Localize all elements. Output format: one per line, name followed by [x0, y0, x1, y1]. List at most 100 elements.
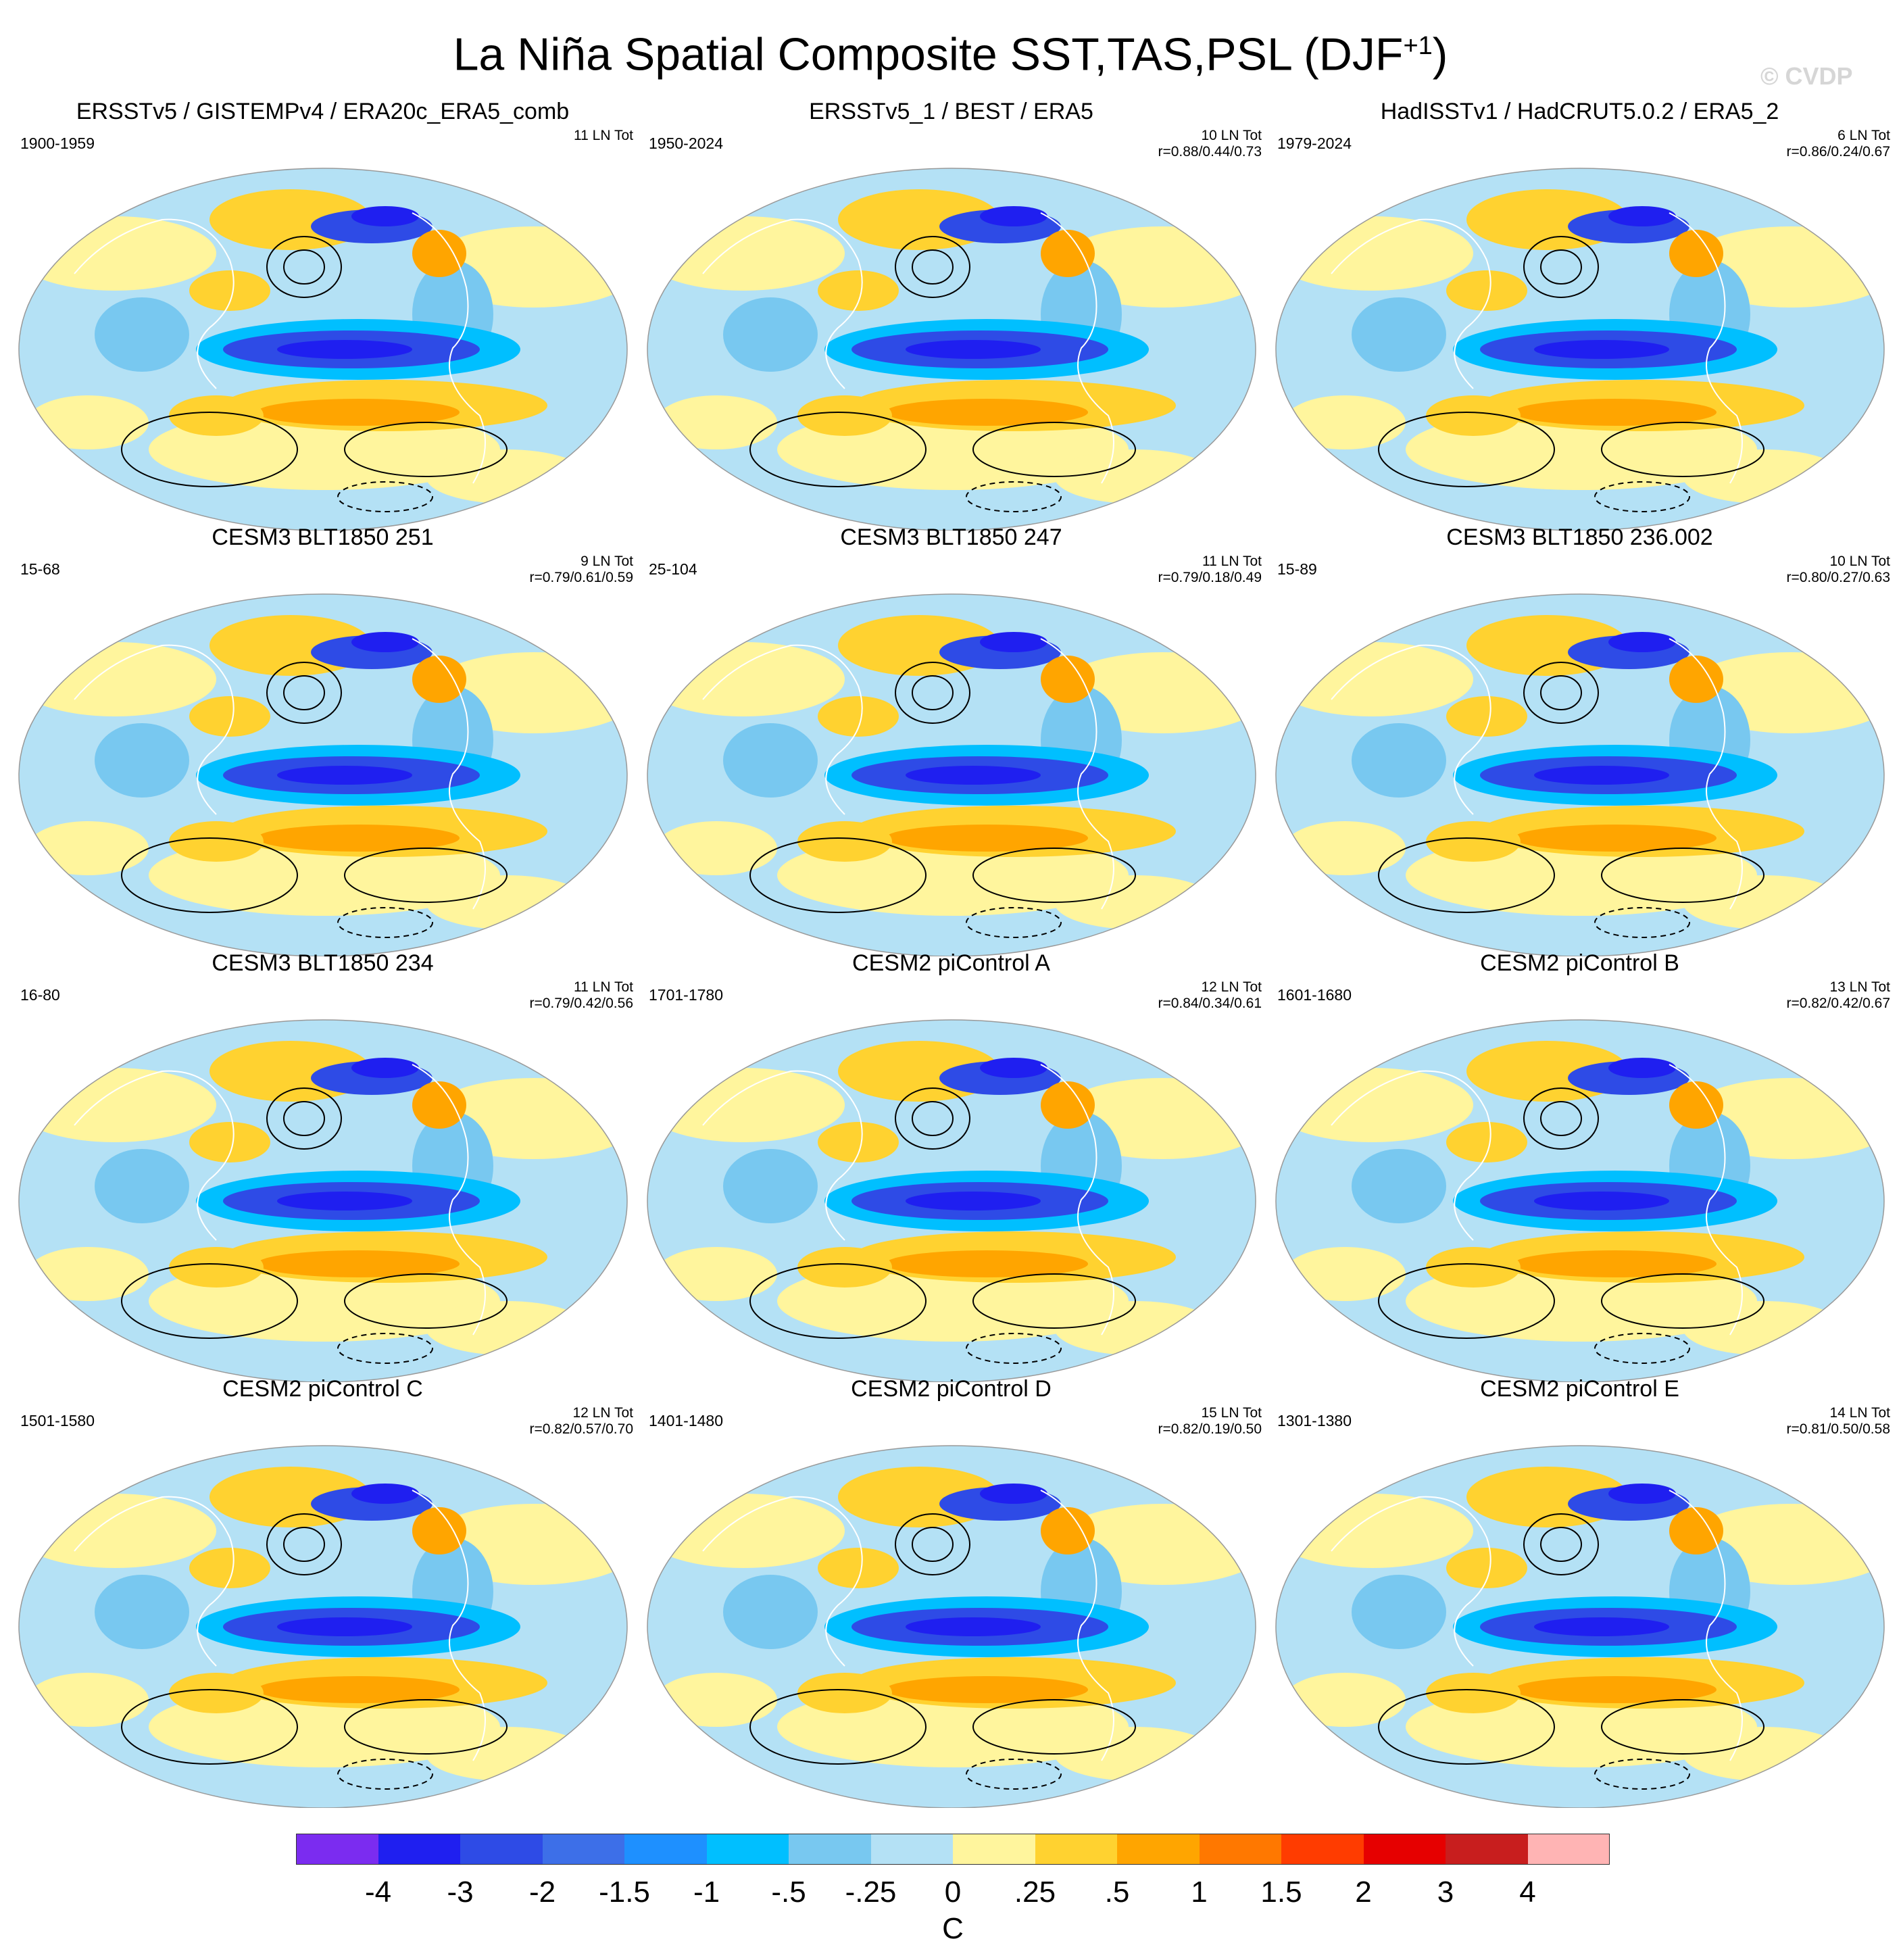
coastline	[74, 1496, 234, 1667]
anomaly-region	[885, 399, 1088, 426]
anomaly-region	[1683, 449, 1845, 504]
psl-contour	[266, 1513, 342, 1575]
anomaly-region	[1054, 1727, 1216, 1781]
map-border	[18, 1445, 628, 1808]
panel-years: 1501-1580	[20, 1412, 95, 1429]
anomaly-region	[723, 723, 818, 798]
anomaly-region	[1054, 449, 1216, 504]
psl-contour	[912, 1527, 954, 1562]
psl-contour-negative	[337, 1759, 433, 1790]
panel-count-text: 9 LN Tot	[581, 554, 633, 569]
map-panel: CESM3 BLT1850 234 16-80 11 LN Tot r=0.79/0.…	[7, 950, 639, 1382]
anomaly-region	[1276, 1494, 1473, 1568]
map-panel: CESM2 piControl B 1601-1680 13 LN Tot r=0.8…	[1264, 950, 1896, 1382]
psl-contour	[121, 412, 298, 487]
anomaly-region	[169, 1247, 264, 1288]
panel-correlation: r=0.86/0.24/0.67	[1786, 144, 1890, 160]
map-field	[647, 168, 1256, 531]
anomaly-region	[1669, 1081, 1723, 1129]
panel-correlation: r=0.82/0.42/0.67	[1786, 996, 1890, 1011]
colorbar-tick-label: -1.5	[599, 1876, 650, 1909]
anomaly-region	[1284, 395, 1406, 449]
psl-contour	[1523, 1513, 1599, 1575]
anomaly-region	[426, 875, 588, 929]
panel-count-text: 11 LN Tot	[574, 128, 633, 143]
map-plot	[18, 1445, 628, 1808]
anomaly-region	[277, 340, 412, 359]
panel-title: CESM3 BLT1850 236.002	[1446, 524, 1713, 550]
panel-years: 1701-1780	[649, 986, 723, 1004]
psl-contour	[266, 1087, 342, 1150]
map-border	[1275, 1019, 1885, 1382]
colorbar-tick-label: -4	[364, 1876, 392, 1909]
map-border	[1275, 1445, 1885, 1808]
map-panel: ERSSTv5_1 / BEST / ERA5 1950-2024 10 LN To…	[635, 98, 1267, 531]
map-field	[1276, 594, 1884, 956]
anomaly-region	[1514, 1676, 1717, 1703]
map-field	[19, 594, 627, 956]
coastline	[1331, 1070, 1491, 1241]
panel-years: 16-80	[20, 986, 60, 1004]
anomaly-region	[1352, 1149, 1446, 1223]
panel-years: 25-104	[649, 560, 697, 578]
panel-event-count: 11 LN Tot r=0.79/0.42/0.56	[529, 979, 633, 1012]
panel-event-count: 9 LN Tot r=0.79/0.61/0.59	[529, 554, 633, 586]
anomaly-region	[412, 656, 466, 703]
anomaly-region	[1683, 875, 1845, 929]
psl-contour	[912, 249, 954, 285]
figure-title: La Niña Spatial Composite SST,TAS,PSL (D…	[0, 19, 1901, 82]
map-field	[1276, 168, 1884, 531]
anomaly-region	[412, 1081, 466, 1129]
anomaly-region	[1608, 632, 1676, 652]
panel-title: HadISSTv1 / HadCRUT5.0.2 / ERA5_2	[1380, 99, 1779, 124]
map-field	[1276, 1446, 1884, 1808]
anomaly-region	[351, 1484, 419, 1504]
panel-years: 1979-2024	[1277, 134, 1352, 152]
coastline	[1040, 1490, 1114, 1761]
psl-contour	[1540, 675, 1582, 710]
psl-contour-negative	[337, 1333, 433, 1364]
panel-years: 15-68	[20, 560, 60, 578]
anomaly-region	[426, 449, 588, 504]
anomaly-region	[1352, 723, 1446, 798]
panel-event-count: 12 LN Tot r=0.84/0.34/0.61	[1158, 979, 1262, 1012]
anomaly-region	[1446, 1548, 1527, 1588]
coastline	[702, 644, 863, 815]
anomaly-region	[906, 1192, 1041, 1210]
psl-contour	[749, 1689, 927, 1765]
map-border	[647, 168, 1256, 531]
colorbar-swatch	[460, 1834, 543, 1865]
psl-contour	[972, 1273, 1136, 1329]
anomaly-region	[980, 206, 1047, 226]
colorbar-units: C	[942, 1912, 964, 1945]
anomaly-region	[647, 1068, 845, 1142]
colorbar-swatch	[706, 1834, 789, 1865]
anomaly-region	[797, 821, 892, 862]
colorbar-tick-label: .5	[1104, 1876, 1130, 1909]
map-plot	[647, 1019, 1256, 1382]
coastline	[1331, 1496, 1491, 1667]
coastline	[1669, 1490, 1743, 1761]
anomaly-region	[1534, 340, 1669, 359]
anomaly-region	[647, 642, 845, 716]
psl-contour	[895, 1513, 970, 1575]
map-border	[647, 593, 1256, 956]
colorbar-tick-label: 4	[1519, 1876, 1536, 1909]
map-field	[19, 168, 627, 531]
psl-contour	[912, 1101, 954, 1136]
psl-contour	[283, 1527, 325, 1562]
figure-title-close: )	[1432, 28, 1448, 80]
anomaly-region	[1054, 875, 1216, 929]
anomaly-region	[906, 340, 1041, 359]
anomaly-region	[169, 821, 264, 862]
anomaly-region	[1426, 1247, 1521, 1288]
psl-contour	[121, 1689, 298, 1765]
colorbar-swatch	[789, 1834, 871, 1865]
psl-contour	[1601, 848, 1764, 903]
colorbar-tick-label: 2	[1355, 1876, 1372, 1909]
anomaly-region	[656, 821, 777, 875]
anomaly-region	[1426, 821, 1521, 862]
panel-title: CESM3 BLT1850 247	[840, 524, 1062, 550]
psl-contour-negative	[966, 1333, 1062, 1364]
anomaly-region	[351, 1058, 419, 1078]
